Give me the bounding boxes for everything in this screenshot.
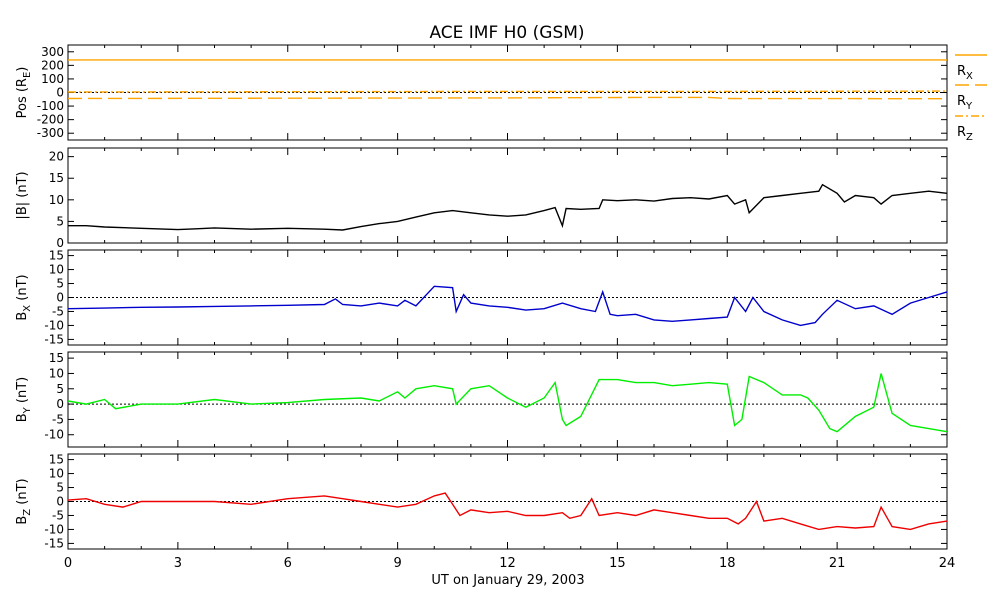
series-line-by [67, 373, 948, 433]
y-tick-label: 10 [49, 263, 64, 277]
x-tick-label: 12 [499, 556, 516, 571]
y-tick-label: -200 [37, 113, 64, 127]
y-tick-label: 15 [49, 171, 64, 185]
y-tick-label: -5 [52, 508, 64, 522]
series-line-bz [67, 492, 948, 531]
x-tick-label: 21 [829, 556, 846, 571]
y-tick-label: 100 [41, 72, 64, 86]
x-tick-label: 0 [64, 556, 72, 571]
panel-frame [67, 249, 948, 346]
y-tick-label: -5 [52, 304, 64, 318]
y-tick-label: 0 [56, 397, 64, 411]
y-tick-label: 0 [56, 236, 64, 250]
x-tick-label: 18 [719, 556, 736, 571]
y-tick-label: -15 [44, 332, 64, 346]
y-tick-label: 200 [41, 58, 64, 72]
y-tick-label: -10 [44, 522, 64, 536]
legend-label: RX [957, 64, 973, 82]
y-tick-label: 0 [56, 495, 64, 509]
x-tick-label: 3 [174, 556, 182, 571]
y-axis-label: BX (nT) [15, 274, 33, 320]
y-tick-label: 10 [49, 366, 64, 380]
y-axis-label: BZ (nT) [15, 478, 33, 524]
series-line-bx [67, 285, 948, 327]
legend-label: RZ [957, 125, 973, 143]
y-tick-label: 0 [56, 86, 64, 100]
y-tick-label: 20 [49, 150, 64, 164]
y-tick-label: -100 [37, 99, 64, 113]
panel-bmag: 20 15 10 5 0 |B| (nT) [15, 147, 948, 250]
x-tick-label: 6 [284, 556, 292, 571]
y-tick-label: 5 [56, 214, 64, 228]
y-tick-label: -5 [52, 412, 64, 426]
y-tick-label: 5 [56, 382, 64, 396]
x-tick-label: 9 [393, 556, 401, 571]
y-tick-label: -10 [44, 428, 64, 442]
legend-label: RY [957, 94, 973, 112]
y-tick-label: 15 [49, 351, 64, 365]
x-axis-ticks: 0 3 6 9 12 15 18 21 24 [64, 556, 955, 571]
y-tick-label: 0 [56, 291, 64, 305]
y-axis-label: BY (nT) [15, 377, 33, 423]
x-axis-label: UT on January 29, 2003 [431, 573, 584, 588]
y-tick-label: 300 [41, 45, 64, 59]
y-tick-label: 15 [49, 249, 64, 263]
y-tick-label: 15 [49, 453, 64, 467]
y-tick-label: -300 [37, 126, 64, 140]
x-tick-label: 24 [939, 556, 956, 571]
series-line-pos [67, 96, 948, 100]
y-tick-label: -10 [44, 318, 64, 332]
y-tick-label: 10 [49, 467, 64, 481]
y-tick-label: 5 [56, 277, 64, 291]
y-axis-label: Pos (RE) [15, 67, 33, 119]
x-tick-label: 15 [609, 556, 626, 571]
y-axis-label: |B| (nT) [15, 171, 30, 219]
y-tick-label: -15 [44, 536, 64, 550]
y-tick-label: 10 [49, 193, 64, 207]
chart-title: ACE IMF H0 (GSM) [429, 23, 584, 43]
series-line-pos [67, 90, 948, 93]
panel-frame [67, 351, 948, 448]
y-tick-label: 5 [56, 481, 64, 495]
series-line-bmag [68, 183, 948, 231]
